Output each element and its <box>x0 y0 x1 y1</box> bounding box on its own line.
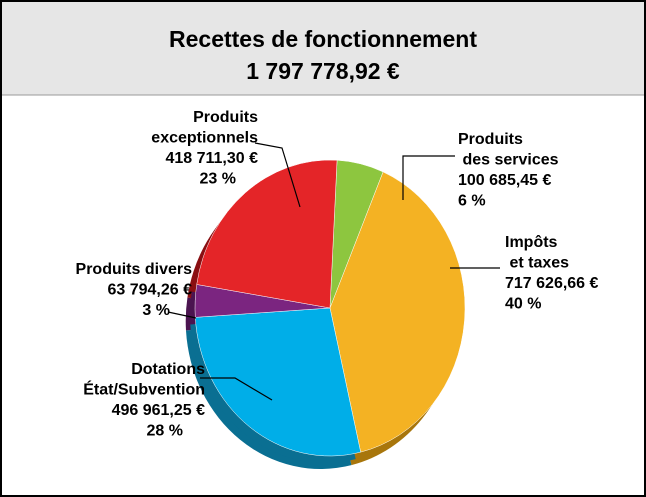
amount-label: 100 685,45 € <box>458 172 552 189</box>
percent-label: 28 % <box>147 423 183 440</box>
leader-line <box>167 311 197 319</box>
amount-label: 496 961,25 € <box>112 402 206 419</box>
slice-label: Produits divers <box>76 261 193 278</box>
slice-label: Impôts et taxes <box>505 234 569 272</box>
slice-label: Dotations État/Subvention <box>79 361 205 399</box>
header-band <box>2 2 644 95</box>
slice <box>329 171 466 453</box>
amount-label: 418 711,30 € <box>165 150 258 167</box>
percent-label: 23 % <box>200 171 236 188</box>
leader-line <box>200 377 273 401</box>
slice-label: Produits exceptionnels <box>147 109 258 147</box>
leader-line <box>254 142 301 208</box>
chart-title: Recettes de fonctionnement <box>169 26 477 52</box>
amount-label: 717 626,66 € <box>505 275 599 292</box>
slice <box>195 307 361 457</box>
amount-label: 63 794,26 € <box>107 282 192 299</box>
percent-label: 3 % <box>142 302 170 319</box>
slice <box>196 159 338 309</box>
slice-label: Produits des services <box>458 131 559 169</box>
percent-label: 40 % <box>505 296 541 313</box>
chart-subtitle: 1 797 778,92 € <box>246 58 400 84</box>
percent-label: 6 % <box>458 193 486 210</box>
leader-line <box>402 155 455 200</box>
